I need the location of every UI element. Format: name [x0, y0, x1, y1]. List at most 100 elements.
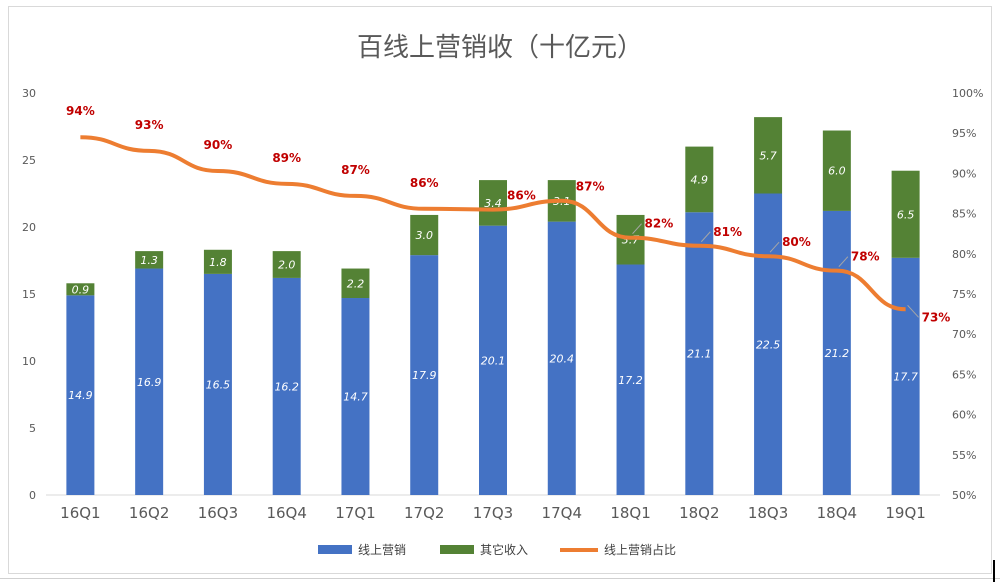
line-point-label: 93%: [135, 118, 164, 132]
bar-label-other-revenue: 6.5: [897, 208, 915, 221]
right-axis-tick-label: 80%: [952, 248, 976, 261]
bar-other-revenue: [754, 117, 783, 194]
legend-item-online-share-label: 线上营销占比: [604, 542, 676, 557]
x-axis-tick-label: 17Q4: [542, 504, 582, 522]
left-axis-tick-label: 0: [29, 489, 36, 502]
right-axis-tick-label: 90%: [952, 167, 976, 180]
bar-label-other-revenue: 5.7: [759, 149, 777, 162]
data-label-leader-line: [769, 241, 780, 253]
bar-label-online-marketing: 20.4: [550, 352, 575, 365]
bar-other-revenue: [479, 180, 507, 226]
line-point-label: 87%: [576, 180, 605, 194]
legend-item-other-revenue-label: 其它收入: [480, 542, 528, 557]
x-axis-tick-label: 16Q2: [129, 504, 169, 522]
right-axis-tick-label: 60%: [952, 409, 976, 422]
line-point-label: 89%: [272, 151, 301, 165]
bar-label-other-revenue: 1.3: [140, 254, 158, 267]
bar-online-marketing: [547, 221, 576, 495]
line-point-label: 82%: [645, 217, 674, 231]
bar-online-marketing: [272, 277, 301, 495]
right-axis-tick-label: 70%: [952, 328, 976, 341]
x-axis-tick-label: 18Q2: [679, 504, 719, 522]
x-axis-tick-label: 17Q2: [404, 504, 444, 522]
bar-label-online-marketing: 22.5: [756, 338, 781, 351]
bar-online-marketing: [685, 212, 714, 495]
data-label-leader-line: [632, 223, 642, 235]
bar-label-other-revenue: 2.0: [278, 259, 296, 272]
bar-label-other-revenue: 3.0: [415, 229, 433, 242]
bar-label-online-marketing: 17.9: [412, 369, 437, 382]
line-point-label: 78%: [851, 250, 880, 264]
x-axis-tick-label: 16Q3: [198, 504, 238, 522]
window-divider: [0, 578, 1000, 579]
legend-item-online-marketing-label: 线上营销: [358, 543, 406, 557]
bar-label-online-marketing: 14.9: [68, 389, 93, 402]
bar-other-revenue: [66, 283, 95, 296]
bar-label-other-revenue: 4.9: [691, 173, 709, 186]
line-point-label: 94%: [66, 104, 95, 118]
right-axis-tick-label: 95%: [952, 127, 976, 140]
left-axis-tick-label: 10: [22, 355, 36, 368]
x-axis-tick-label: 16Q4: [266, 504, 306, 522]
bar-other-revenue: [203, 249, 232, 274]
bar-online-marketing: [135, 268, 164, 495]
bar-label-online-marketing: 16.9: [137, 376, 162, 389]
left-axis-tick-label: 15: [22, 288, 36, 301]
right-axis-tick-label: 100%: [952, 87, 983, 100]
bar-label-other-revenue: 2.2: [347, 277, 365, 290]
x-axis-tick-label: 17Q3: [473, 504, 513, 522]
bar-label-other-revenue: 6.0: [828, 165, 846, 178]
bar-label-online-marketing: 17.7: [893, 370, 918, 383]
right-axis-tick-label: 50%: [952, 489, 976, 502]
text-cursor: [993, 560, 995, 582]
line-point-label: 73%: [922, 310, 951, 324]
bar-other-revenue: [410, 214, 439, 256]
data-label-leader-line: [907, 304, 919, 318]
right-axis-tick-label: 75%: [952, 288, 976, 301]
line-point-label: 86%: [410, 176, 439, 190]
x-axis-tick-label: 18Q1: [610, 504, 650, 522]
bar-online-marketing: [203, 273, 232, 495]
x-axis-tick-label: 19Q1: [885, 504, 925, 522]
bar-label-online-marketing: 17.2: [618, 374, 643, 387]
bar-other-revenue: [341, 268, 370, 299]
right-axis-tick-label: 65%: [952, 368, 976, 381]
bar-online-marketing: [341, 298, 370, 495]
bar-online-marketing: [410, 255, 439, 495]
x-axis-tick-label: 16Q1: [60, 504, 100, 522]
bar-label-online-marketing: 16.2: [274, 380, 299, 393]
right-axis-tick-label: 85%: [952, 208, 976, 221]
left-axis-tick-label: 20: [22, 221, 36, 234]
bar-online-marketing: [891, 257, 920, 495]
bar-label-other-revenue: 1.8: [209, 256, 227, 269]
bar-label-online-marketing: 16.5: [206, 378, 231, 391]
line-point-label: 86%: [507, 189, 536, 203]
right-axis-tick-label: 55%: [952, 449, 976, 462]
chart-title: 百线上营销收（十亿元）: [357, 33, 643, 63]
bar-online-marketing: [66, 295, 95, 495]
line-point-label: 87%: [341, 163, 370, 177]
line-point-label: 90%: [204, 138, 233, 152]
bar-label-other-revenue: 3.4: [484, 197, 502, 210]
bar-other-revenue: [685, 146, 714, 213]
line-online-share: [80, 135, 906, 312]
bar-label-online-marketing: 21.1: [687, 348, 712, 361]
x-axis-tick-label: 18Q3: [748, 504, 788, 522]
left-axis-tick-label: 25: [22, 154, 36, 167]
line-point-label: 81%: [713, 225, 742, 239]
legend-item-online-marketing-swatch: [318, 545, 352, 554]
bar-label-online-marketing: 20.1: [481, 354, 506, 367]
bar-label-online-marketing: 21.2: [825, 347, 850, 360]
bar-other-revenue: [822, 130, 851, 211]
legend-item-other-revenue-swatch: [440, 545, 474, 554]
x-axis-tick-label: 18Q4: [817, 504, 857, 522]
bar-online-marketing: [479, 225, 507, 495]
line-point-label: 80%: [782, 235, 811, 249]
bar-other-revenue: [891, 170, 920, 258]
data-label-leader-line: [838, 256, 849, 268]
bar-other-revenue: [272, 251, 301, 278]
x-axis-tick-label: 17Q1: [335, 504, 375, 522]
bar-other-revenue: [135, 251, 164, 269]
